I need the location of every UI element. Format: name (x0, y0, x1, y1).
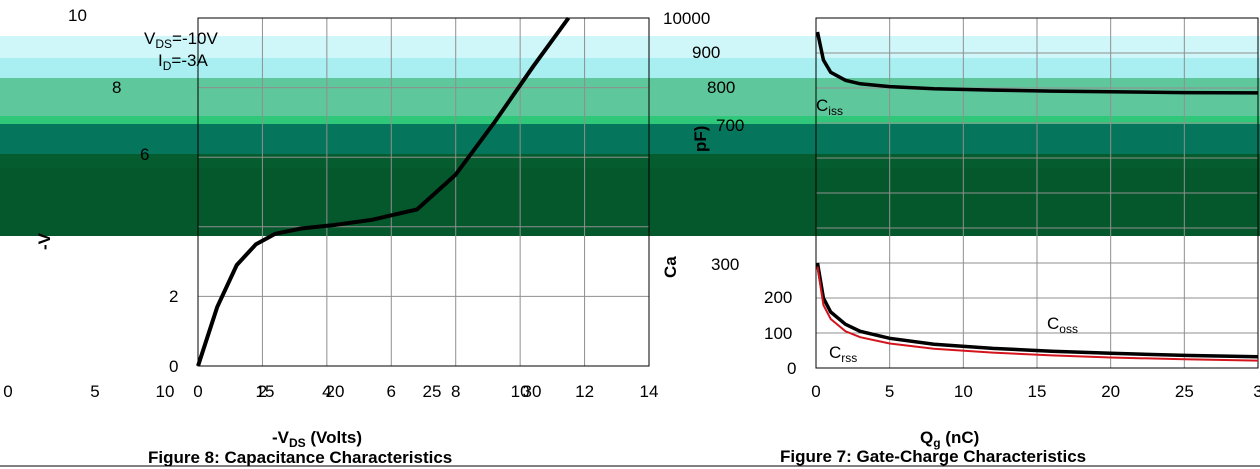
right-x-tick-label: 20 (1101, 382, 1120, 401)
right-y-tick-300: 300 (711, 255, 739, 274)
right-y-tick-100: 100 (764, 324, 792, 343)
id-annotation-rest: =-3A (171, 51, 208, 70)
ciss-label-sub: iss (828, 104, 843, 118)
left-x-ghost-tick-label: 0 (3, 382, 12, 401)
right-x-tick-label: 10 (954, 382, 973, 401)
right-y-tick-900: 900 (692, 43, 720, 62)
right-x-tick-label: 3 (1253, 382, 1260, 401)
left-x-tick-label: 8 (451, 382, 460, 401)
figure-7-caption: Figure 7: Gate-Charge Characteristics (780, 447, 1086, 466)
vds-annotation-main: V (144, 29, 156, 48)
right-x-ticks: 0 5 10 15 20 25 3 (811, 382, 1260, 401)
right-x-label-unit: (nC) (941, 428, 980, 447)
right-x-tick-label: 15 (1028, 382, 1047, 401)
left-x-ticks: 0 2 4 6 8 10 12 14 (193, 382, 658, 401)
crss-label-sub: rss (841, 351, 857, 365)
left-x-label-main: -V (272, 428, 290, 447)
id-annotation-sub: D (163, 59, 172, 73)
figure-8-caption: Figure 8: Capacitance Characteristics (148, 448, 452, 467)
right-x-tick-label: 0 (811, 382, 820, 401)
right-y-tick-800: 800 (707, 78, 735, 97)
left-x-tick-label: 10 (511, 382, 530, 401)
right-x-tick-label: 5 (885, 382, 894, 401)
band-cyan (0, 58, 1260, 78)
coss-curve (815, 262, 1259, 359)
band-mint (0, 78, 1260, 116)
ciss-curve (815, 31, 1259, 95)
left-x-ghost-tick-label: 15 (256, 382, 275, 401)
left-curve (196, 16, 571, 367)
left-x-tick-label: 2 (258, 382, 267, 401)
left-x-ghost-tick-label: 10 (156, 382, 175, 401)
vds-annotation-sub: DS (155, 37, 172, 51)
left-y-tick-8: 8 (112, 78, 121, 97)
left-x-ghost-tick-label: 25 (423, 382, 442, 401)
right-x-tick-label: 25 (1175, 382, 1194, 401)
right-y-tick-10000: 10000 (663, 9, 710, 28)
band-darkest (0, 168, 1260, 236)
left-y-label: -V (35, 232, 54, 250)
right-x-label-main: Q (920, 428, 933, 447)
left-x-ghost-tick-label: 20 (326, 382, 345, 401)
left-y-tick-2: 2 (169, 287, 178, 306)
left-x-label-sub: DS (289, 436, 306, 450)
left-grid (197, 17, 650, 367)
right-grid (815, 17, 1259, 369)
left-chart: 10 8 6 2 0 -V 0 2 4 6 8 10 12 14 0 5 10 15 20 25 30 V… (3, 6, 658, 467)
left-x-ghost-tick-label: 5 (90, 382, 99, 401)
left-x-tick-label: 4 (322, 382, 331, 401)
ciss-label-main: C (816, 96, 828, 115)
left-x-tick-label: 6 (387, 382, 396, 401)
left-x-ghost-ticks: 0 5 10 15 20 25 30 (3, 382, 541, 401)
id-annotation-main: I (158, 51, 163, 70)
left-y-tick-10: 10 (68, 6, 87, 25)
right-y-tick-700: 700 (716, 116, 744, 135)
right-plot-frame (815, 17, 1259, 369)
right-x-label: Qg (nC) (920, 428, 979, 450)
right-chart: 10000 900 800 700 300 200 100 0 Ca pF) 0… (661, 9, 1260, 466)
coss-label-main: C (1047, 314, 1059, 333)
left-y-tick-0: 0 (169, 357, 178, 376)
band-green (0, 116, 1260, 124)
left-x-tick-label: 0 (193, 382, 202, 401)
right-x-label-sub: g (933, 436, 940, 450)
left-x-tick-label: 12 (575, 382, 594, 401)
crss-curve (816, 266, 1259, 362)
right-y-tick-200: 200 (764, 288, 792, 307)
crss-label: Crss (829, 343, 857, 365)
vds-annotation: VDS=-10V (144, 29, 219, 51)
left-x-ghost-tick-label: 30 (523, 382, 542, 401)
right-y-tick-0: 0 (787, 359, 796, 378)
crss-label-main: C (829, 343, 841, 362)
right-y-label: Ca (661, 256, 680, 278)
id-annotation: ID=-3A (158, 51, 208, 73)
coss-label: Coss (1047, 314, 1078, 336)
right-y-label-unit: pF) (691, 126, 710, 152)
left-y-tick-6: 6 (140, 145, 149, 164)
left-plot-frame (197, 17, 650, 367)
coss-label-sub: oss (1059, 322, 1078, 336)
left-x-tick-label: 14 (640, 382, 659, 401)
band-teal (0, 124, 1260, 154)
left-x-label: -VDS (Volts) (272, 428, 362, 450)
vds-annotation-rest: =-10V (172, 29, 218, 48)
ciss-label: Ciss (816, 96, 843, 118)
left-x-label-unit: (Volts) (306, 428, 362, 447)
